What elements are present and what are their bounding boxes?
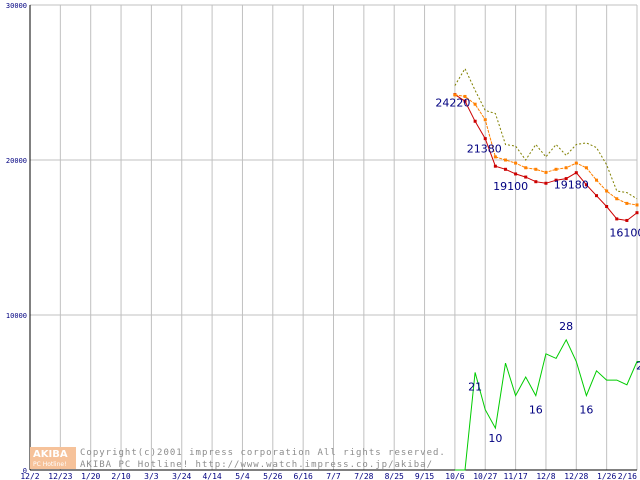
series-point-0 (514, 172, 518, 176)
gridlines (29, 4, 638, 471)
series-point-1 (615, 197, 619, 201)
site-text: AKIBA PC Hotline! http://www.watch.impre… (80, 460, 433, 470)
series-point-1 (595, 178, 599, 182)
x-tick-label: 12/28 (564, 472, 588, 480)
series-point-1 (463, 94, 467, 98)
x-tick-label: 8/25 (385, 472, 404, 480)
x-tick-label: 1/20 (81, 472, 100, 480)
series-point-1 (554, 167, 558, 171)
x-tick-label: 5/4 (235, 472, 250, 480)
series-point-0 (564, 177, 568, 181)
series-point-1 (503, 158, 507, 162)
y-axis-ticks: 0 10000 20000 30000 (6, 2, 27, 475)
y-tick-label: 0 (23, 467, 27, 475)
x-tick-label: 12/8 (536, 472, 555, 480)
data-label: 10 (488, 432, 502, 445)
series-point-0 (534, 180, 538, 184)
x-tick-label: 10/27 (473, 472, 497, 480)
series-point-1 (493, 155, 497, 159)
series-layer (453, 67, 640, 471)
data-labels: 24220 21380 19100 19180 16100 21 10 16 28 16 23 (435, 97, 640, 446)
logo-main-text: AKIBA (33, 449, 68, 460)
x-tick-label: 6/16 (294, 472, 313, 480)
data-label: 19100 (493, 180, 528, 193)
x-tick-label: 4/14 (202, 472, 221, 480)
series-point-1 (574, 161, 578, 165)
series-point-0 (524, 175, 528, 179)
series-point-1 (473, 102, 477, 106)
series-point-0 (625, 218, 629, 222)
data-label: 19180 (554, 179, 589, 192)
akiba-watermark: AKIBA PC Hotline! Copyright(c)2001 impre… (30, 447, 446, 470)
series-point-0 (605, 205, 609, 208)
y-tick-label: 10000 (6, 312, 27, 320)
series-point-0 (483, 137, 487, 141)
series-point-0 (473, 119, 477, 123)
x-tick-label: 2/10 (111, 472, 130, 480)
series-point-1 (625, 201, 629, 205)
series-point-1 (635, 203, 639, 207)
data-label: 16100 (609, 226, 640, 239)
x-tick-label: 11/17 (504, 472, 528, 480)
series-point-0 (584, 183, 588, 187)
series-point-1 (584, 166, 588, 170)
series-point-0 (463, 99, 467, 103)
y-tick-label: 30000 (6, 2, 27, 10)
series-point-0 (554, 178, 558, 182)
series-point-1 (453, 93, 457, 97)
x-tick-label: 12/23 (48, 472, 72, 480)
series-point-1 (534, 167, 538, 171)
data-label: 16 (579, 404, 593, 417)
series-point-0 (493, 164, 497, 168)
x-tick-label: 7/28 (354, 472, 373, 480)
data-label: 23 (636, 360, 640, 373)
logo-box (30, 447, 76, 469)
y-tick-label: 20000 (6, 157, 27, 165)
x-tick-label: 7/7 (326, 472, 341, 480)
x-tick-label: 9/15 (415, 472, 434, 480)
x-tick-label: 3/24 (172, 472, 191, 480)
x-tick-label: 5/26 (263, 472, 282, 480)
series-point-0 (595, 194, 599, 198)
logo-sub-text: PC Hotline! (33, 461, 66, 468)
x-tick-label: 10/6 (445, 472, 464, 480)
series-point-1 (524, 166, 528, 170)
series-point-1 (544, 170, 548, 174)
data-label: 16 (529, 404, 543, 417)
copyright-text: Copyright(c)2001 impress corporation All… (80, 448, 446, 458)
series-point-1 (605, 189, 609, 193)
series-point-1 (483, 118, 487, 122)
series-point-0 (635, 211, 639, 215)
data-label: 21380 (467, 143, 502, 156)
series-line-3 (454, 338, 640, 471)
series-point-0 (615, 217, 619, 221)
x-tick-label: 12/2 (20, 472, 39, 480)
data-label: 24220 (435, 97, 470, 110)
x-tick-label: 3/3 (144, 472, 159, 480)
data-label: 28 (559, 320, 573, 333)
series-point-1 (514, 161, 518, 165)
data-label: 21 (468, 380, 482, 393)
series-point-0 (503, 167, 507, 171)
x-tick-label: 2/16 (618, 472, 637, 480)
series-point-1 (564, 166, 568, 170)
series-point-0 (574, 171, 578, 175)
x-tick-label: 1/26 (597, 472, 616, 480)
series-point-0 (544, 181, 548, 185)
x-axis-ticks: 12/2 12/23 1/20 2/10 3/3 3/24 4/14 5/4 5/26 6/16 7… (20, 472, 637, 480)
